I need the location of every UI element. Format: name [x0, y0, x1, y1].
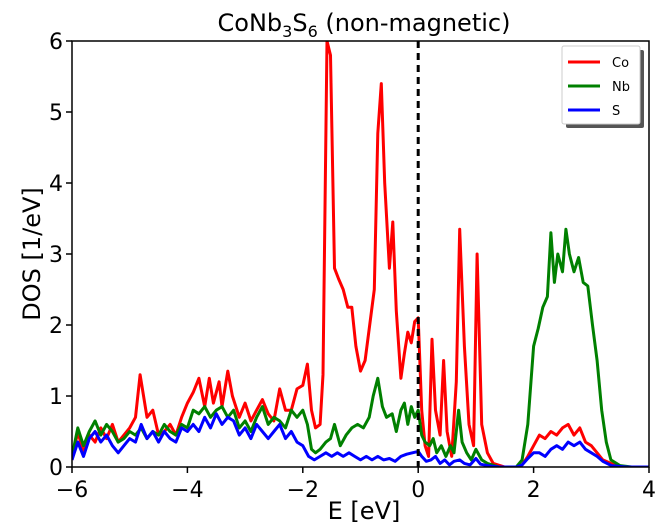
y-axis: 0 1 2 3 4 5 6: [49, 30, 72, 481]
title-mid: S: [292, 9, 307, 37]
series-layer: [72, 41, 649, 467]
title-sub2: 6: [308, 22, 318, 41]
y-axis-label: DOS [1/eV]: [18, 187, 46, 321]
series-line-nb: [72, 227, 649, 467]
x-tick-label: −4: [171, 478, 203, 503]
legend-label-co: Co: [612, 56, 629, 71]
x-tick-label: 4: [642, 478, 656, 503]
x-axis-label: E [eV]: [328, 497, 401, 524]
title-sub1: 3: [282, 22, 292, 41]
legend-label-s: S: [612, 104, 620, 119]
y-tick-label: 6: [49, 30, 63, 55]
x-tick-label: 2: [527, 478, 541, 503]
y-tick-label: 0: [49, 456, 63, 481]
title-tail: (non-magnetic): [318, 9, 511, 37]
y-tick-label: 2: [49, 314, 63, 339]
y-tick-label: 3: [49, 243, 63, 268]
x-tick-label: −2: [287, 478, 319, 503]
x-tick-label: −6: [56, 478, 88, 503]
x-axis: −6 −4 −2 0 2 4: [56, 467, 656, 503]
legend: Co Nb S: [561, 45, 644, 128]
y-tick-label: 4: [49, 172, 63, 197]
y-tick-label: 5: [49, 101, 63, 126]
chart-title: CoNb3S6 (non-magnetic): [218, 9, 511, 41]
legend-label-nb: Nb: [612, 80, 630, 95]
x-tick-label: 0: [411, 478, 425, 503]
title-main: CoNb: [218, 9, 283, 37]
series-line-s: [72, 412, 649, 467]
y-tick-label: 1: [49, 385, 63, 410]
legend-box: [561, 45, 641, 125]
